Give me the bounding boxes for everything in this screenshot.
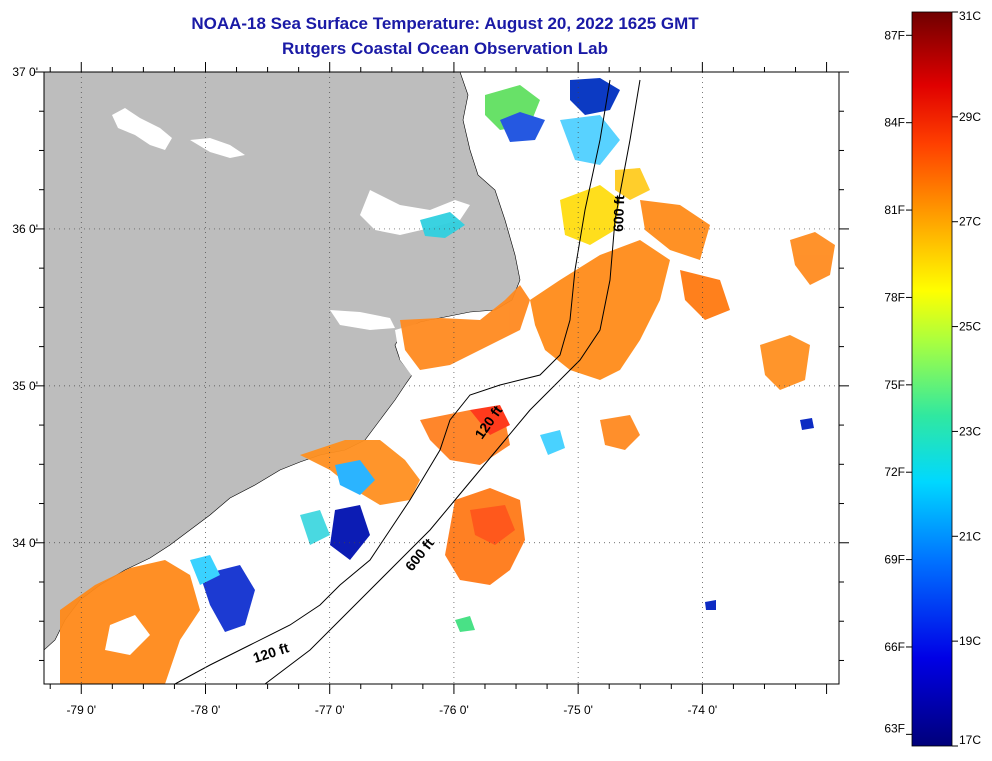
colorbar-label-fahrenheit: 84F bbox=[884, 116, 905, 130]
colorbar-label-celsius: 17C bbox=[959, 733, 981, 747]
colorbar-label-fahrenheit: 87F bbox=[884, 28, 905, 42]
colorbar-label-celsius: 27C bbox=[959, 215, 981, 229]
colorbar-label-fahrenheit: 78F bbox=[884, 290, 905, 304]
lat-label: 36 0' bbox=[12, 222, 38, 236]
reservoir-2 bbox=[190, 138, 245, 158]
longitude-labels: -79 0' -78 0' -77 0' -76 0' -75 0' -74 0' bbox=[66, 703, 717, 717]
isobath-120ft bbox=[174, 79, 611, 684]
colorbar-label-celsius: 31C bbox=[959, 9, 981, 23]
colorbar-label-celsius: 21C bbox=[959, 529, 981, 543]
graticule bbox=[44, 72, 839, 684]
colorbar-label-celsius: 25C bbox=[959, 320, 981, 334]
colorbar-label-celsius: 19C bbox=[959, 634, 981, 648]
isobath-600ft bbox=[264, 79, 641, 684]
colorbar-label-fahrenheit: 63F bbox=[884, 721, 905, 735]
map-title: NOAA-18 Sea Surface Temperature: August … bbox=[191, 14, 699, 33]
reservoir-1 bbox=[112, 108, 172, 150]
river-estuary bbox=[330, 310, 395, 330]
map-frame bbox=[43, 71, 840, 685]
colorbar-label-celsius: 29C bbox=[959, 110, 981, 124]
axis-ticks bbox=[34, 62, 849, 694]
lon-label: -75 0' bbox=[563, 703, 593, 717]
colorbar-label-fahrenheit: 69F bbox=[884, 553, 905, 567]
colorbar-label-celsius: 23C bbox=[959, 424, 981, 438]
colorbar-label-fahrenheit: 75F bbox=[884, 378, 905, 392]
isobath-label-600ft-north: 600 ft bbox=[610, 195, 627, 232]
lat-label: 37 0' bbox=[12, 65, 38, 79]
lat-label: 34 0' bbox=[12, 536, 38, 550]
latitude-labels: 37 0' 36 0' 35 0' 34 0' bbox=[12, 65, 38, 550]
lon-label: -76 0' bbox=[439, 703, 469, 717]
lon-label: -74 0' bbox=[688, 703, 718, 717]
lon-label: -79 0' bbox=[66, 703, 96, 717]
map-subtitle: Rutgers Coastal Ocean Observation Lab bbox=[282, 39, 608, 58]
colorbar-label-fahrenheit: 66F bbox=[884, 640, 905, 654]
lon-label: -78 0' bbox=[191, 703, 221, 717]
lon-label: -77 0' bbox=[315, 703, 345, 717]
colorbar-labels: 31C 29C 27C 25C 23C 21C 19C 17C 87F 84F 81F 78F 75F 7… bbox=[884, 9, 981, 747]
sst-patches bbox=[60, 78, 835, 684]
lat-label: 35 0' bbox=[12, 379, 38, 393]
colorbar-label-fahrenheit: 72F bbox=[884, 465, 905, 479]
colorbar-label-fahrenheit: 81F bbox=[884, 203, 905, 217]
colorbar bbox=[911, 11, 953, 747]
